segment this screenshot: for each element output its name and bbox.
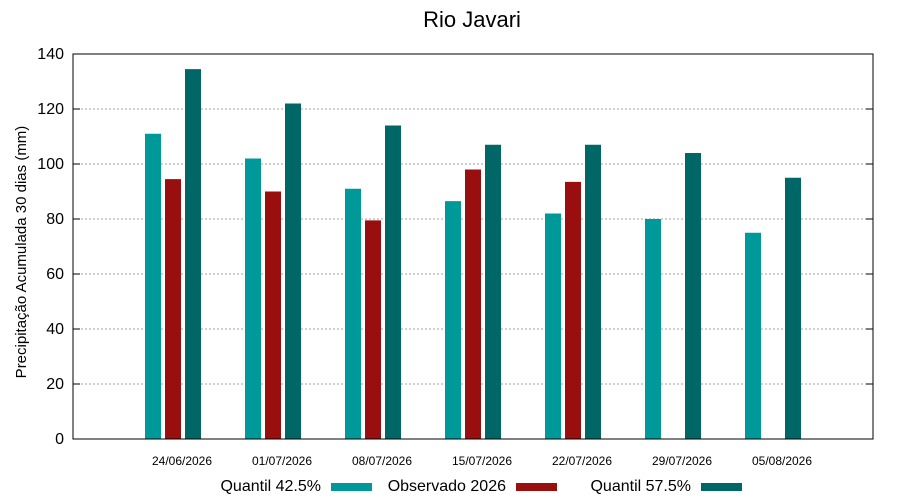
legend-label: Quantil 57.5% [590, 478, 691, 495]
legend-swatch [516, 483, 557, 491]
y-tick-label: 0 [55, 431, 64, 448]
legend: Quantil 42.5% Observado 2026 Quantil 57.5% [220, 478, 742, 495]
bar [745, 232, 761, 439]
bar [245, 158, 261, 439]
y-tick-label: 80 [46, 211, 64, 228]
bar [585, 144, 601, 439]
y-tick-label: 60 [46, 266, 64, 283]
x-tick-label: 22/07/2026 [552, 454, 612, 468]
bar [485, 144, 501, 439]
y-tick-label: 100 [37, 156, 64, 173]
legend-label: Observado 2026 [388, 478, 506, 495]
bar [685, 153, 701, 439]
bar [385, 125, 401, 439]
x-tick-label: 01/07/2026 [252, 454, 312, 468]
bars [145, 69, 801, 439]
bar [265, 191, 281, 439]
y-axis-ticks: 0 20 40 60 80 100 120 140 [37, 46, 873, 448]
x-tick-label: 05/08/2026 [752, 454, 812, 468]
bar [345, 188, 361, 439]
bar [145, 133, 161, 439]
bar [285, 103, 301, 439]
y-axis-label: Precipitação Acumulada 30 dias (mm) [13, 126, 30, 379]
x-tick-label: 29/07/2026 [652, 454, 712, 468]
x-tick-label: 08/07/2026 [352, 454, 412, 468]
y-tick-label: 40 [46, 321, 64, 338]
bar [645, 219, 661, 439]
y-tick-label: 140 [37, 46, 64, 63]
bar [165, 179, 181, 439]
legend-label: Quantil 42.5% [220, 478, 321, 495]
bar [565, 181, 581, 439]
x-tick-label: 15/07/2026 [452, 454, 512, 468]
bar [185, 69, 201, 439]
bar [545, 213, 561, 439]
bar [445, 201, 461, 439]
bar [465, 169, 481, 439]
y-tick-label: 20 [46, 376, 64, 393]
x-axis-ticks: 24/06/2026 01/07/2026 08/07/2026 15/07/2026… [152, 454, 812, 468]
bar [365, 220, 381, 439]
y-tick-label: 120 [37, 101, 64, 118]
chart-title: Rio Javari [423, 7, 521, 32]
legend-swatch [701, 483, 742, 491]
x-tick-label: 24/06/2026 [152, 454, 212, 468]
legend-swatch [331, 483, 372, 491]
plot-frame [72, 53, 874, 440]
bar [785, 177, 801, 439]
